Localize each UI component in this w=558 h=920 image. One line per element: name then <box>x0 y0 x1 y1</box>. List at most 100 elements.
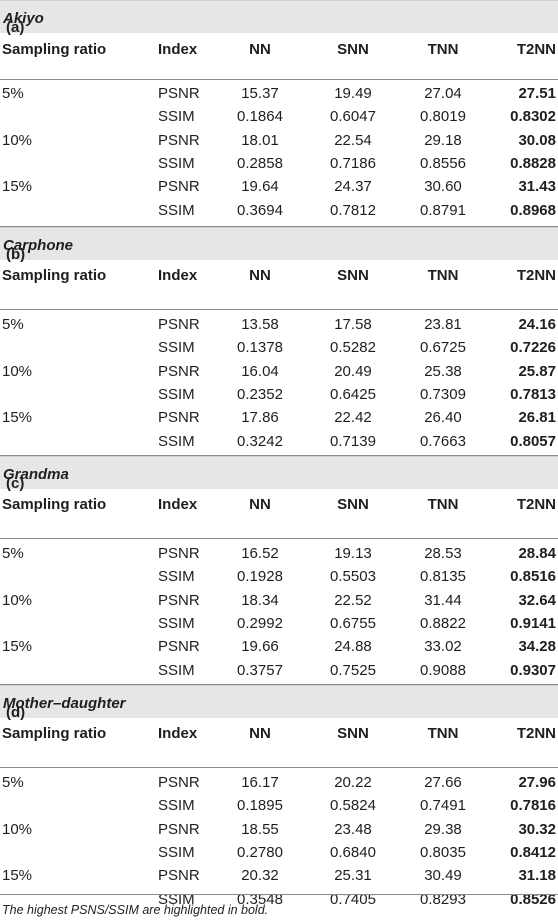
cell-tnn: 0.9088 <box>420 661 466 679</box>
table-row: 10% PSNR 18.01 22.54 29.18 30.08 <box>0 132 558 155</box>
header-snn: SNN <box>337 496 369 513</box>
cell-t2nn-best: 30.32 <box>518 820 556 838</box>
cell-snn: 22.52 <box>334 591 372 609</box>
cell-nn: 0.2858 <box>237 154 283 172</box>
cell-nn: 0.1378 <box>237 339 283 357</box>
table-row: SSIM 0.2858 0.7186 0.8556 0.8828 <box>0 155 558 178</box>
header-sampling-ratio: Sampling ratio <box>2 496 107 513</box>
cell-nn: 0.1928 <box>237 568 283 586</box>
table-row: 5% PSNR 16.17 20.22 27.66 27.96 <box>0 774 558 797</box>
header-nn: NN <box>249 267 271 284</box>
cell-sampling-ratio: 15% <box>2 409 33 427</box>
table-row: 15% PSNR 20.32 25.31 30.49 31.18 <box>0 867 558 890</box>
header-row: Sampling ratio Index NN SNN TNN T2NN <box>0 718 558 768</box>
table-row: 10% PSNR 18.55 23.48 29.38 30.32 <box>0 821 558 844</box>
section-divider <box>0 226 558 227</box>
cell-t2nn-best: 32.64 <box>518 591 556 609</box>
header-t2nn: T2NN <box>516 267 556 284</box>
cell-snn: 0.7525 <box>330 661 376 679</box>
cell-index: PSNR <box>158 316 200 333</box>
cell-tnn: 0.8822 <box>420 614 466 632</box>
cell-snn: 25.31 <box>334 867 372 885</box>
section-title-d: (d) Mother–daughter <box>0 685 558 721</box>
cell-t2nn-best: 0.8057 <box>510 432 556 450</box>
cell-t2nn-best: 0.9307 <box>510 661 556 679</box>
section-title-b: (b) Carphone <box>0 227 558 263</box>
table-footnote: The highest PSNS/SSIM are highlighted in… <box>2 903 269 917</box>
cell-nn: 0.2352 <box>237 385 283 403</box>
cell-index: SSIM <box>158 201 195 219</box>
cell-nn: 0.3242 <box>237 432 283 450</box>
cell-sampling-ratio: 10% <box>2 591 33 609</box>
cell-index: PSNR <box>158 131 200 149</box>
section-name: Carphone <box>3 237 74 254</box>
cell-t2nn-best: 0.7816 <box>510 797 556 815</box>
header-row: Sampling ratio Index NN SNN TNN T2NN <box>0 260 558 310</box>
cell-nn: 18.55 <box>241 820 279 838</box>
cell-index: PSNR <box>158 362 200 380</box>
cell-index: SSIM <box>158 432 195 450</box>
table-row: SSIM 0.2780 0.6840 0.8035 0.8412 <box>0 844 558 867</box>
section-name: Mother–daughter <box>3 695 126 712</box>
header-t2nn: T2NN <box>516 725 556 742</box>
cell-tnn: 30.49 <box>424 867 462 885</box>
cell-t2nn-best: 27.96 <box>518 774 556 791</box>
cell-index: PSNR <box>158 409 200 427</box>
cell-sampling-ratio: 10% <box>2 131 33 149</box>
cell-index: PSNR <box>158 178 200 196</box>
cell-tnn: 31.44 <box>424 591 462 609</box>
header-sampling-ratio: Sampling ratio <box>2 267 107 284</box>
header-index: Index <box>158 267 198 284</box>
cell-sampling-ratio: 15% <box>2 178 33 196</box>
cell-snn: 22.54 <box>334 131 372 149</box>
cell-nn: 18.01 <box>241 131 279 149</box>
header-t2nn: T2NN <box>516 496 556 513</box>
cell-tnn: 33.02 <box>424 638 462 656</box>
cell-index: SSIM <box>158 568 195 586</box>
section-prefix: (b) <box>6 246 26 263</box>
header-t2nn: T2NN <box>516 41 556 58</box>
cell-snn: 0.6425 <box>330 385 376 403</box>
cell-tnn: 0.7309 <box>420 385 466 403</box>
table-row: 5% PSNR 16.52 19.13 28.53 28.84 <box>0 545 558 568</box>
section-name: Grandma <box>3 466 69 483</box>
cell-snn: 20.22 <box>334 774 372 791</box>
cell-snn: 19.13 <box>334 545 372 562</box>
cell-nn: 16.52 <box>241 545 279 562</box>
cell-nn: 20.32 <box>241 867 279 885</box>
cell-snn: 20.49 <box>334 362 372 380</box>
cell-tnn: 27.04 <box>424 85 462 102</box>
cell-sampling-ratio: 15% <box>2 638 33 656</box>
cell-sampling-ratio: 15% <box>2 867 33 885</box>
cell-index: PSNR <box>158 591 200 609</box>
cell-sampling-ratio: 5% <box>2 774 24 791</box>
cell-t2nn-best: 0.8968 <box>510 201 556 219</box>
header-tnn: TNN <box>427 41 459 58</box>
section-divider <box>0 455 558 456</box>
cell-snn: 0.6755 <box>330 614 376 632</box>
cell-snn: 0.5503 <box>330 568 376 586</box>
cell-index: PSNR <box>158 85 200 102</box>
cell-snn: 24.37 <box>334 178 372 196</box>
table-row: SSIM 0.1864 0.6047 0.8019 0.8302 <box>0 108 558 131</box>
cell-t2nn-best: 0.8516 <box>510 568 556 586</box>
cell-nn: 0.2992 <box>237 614 283 632</box>
cell-index: SSIM <box>158 154 195 172</box>
table-row: 10% PSNR 16.04 20.49 25.38 25.87 <box>0 363 558 386</box>
header-snn: SNN <box>337 41 369 58</box>
cell-snn: 23.48 <box>334 820 372 838</box>
cell-tnn: 0.8791 <box>420 201 466 219</box>
table-row: SSIM 0.1895 0.5824 0.7491 0.7816 <box>0 797 558 820</box>
table-row: SSIM 0.1928 0.5503 0.8135 0.8516 <box>0 568 558 591</box>
cell-index: SSIM <box>158 843 195 861</box>
header-row: Sampling ratio Index NN SNN TNN T2NN <box>0 33 558 80</box>
cell-tnn: 0.8035 <box>420 843 466 861</box>
cell-tnn: 0.8019 <box>420 108 466 126</box>
table-bottom-border <box>0 894 558 895</box>
table-row: SSIM 0.1378 0.5282 0.6725 0.7226 <box>0 339 558 362</box>
cell-t2nn-best: 0.7226 <box>510 339 556 357</box>
cell-t2nn-best: 27.51 <box>518 85 556 102</box>
cell-sampling-ratio: 10% <box>2 362 33 380</box>
cell-tnn: 29.18 <box>424 131 462 149</box>
section-prefix: (a) <box>6 19 25 36</box>
